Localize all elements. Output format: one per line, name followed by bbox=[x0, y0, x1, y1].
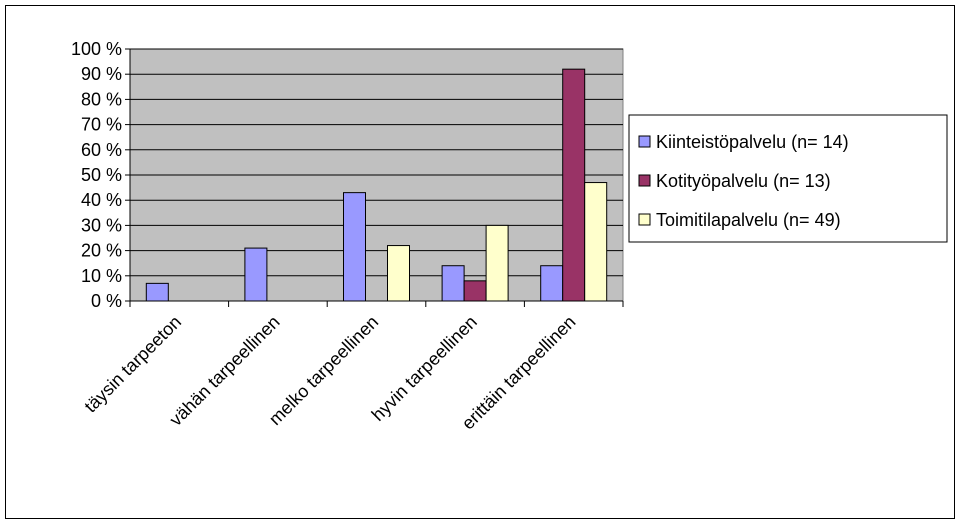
x-tick-label: vähän tarpeellinen bbox=[166, 312, 284, 430]
legend-swatch bbox=[638, 174, 651, 187]
bar bbox=[387, 245, 410, 302]
y-tick-label: 70 % bbox=[81, 115, 122, 135]
y-tick-label: 80 % bbox=[81, 89, 122, 109]
bar bbox=[244, 247, 268, 302]
bar bbox=[485, 224, 509, 302]
legend-label: Toimitilapalvelu (n= 49) bbox=[656, 210, 841, 230]
legend-swatch bbox=[638, 213, 651, 226]
y-tick-label: 100 % bbox=[71, 39, 122, 59]
x-tick-label: melko tarpeellinen bbox=[265, 312, 382, 429]
legend-box bbox=[628, 114, 948, 243]
bar bbox=[145, 282, 169, 302]
bar bbox=[584, 182, 608, 302]
y-tick-label: 50 % bbox=[81, 165, 122, 185]
bar bbox=[343, 192, 366, 302]
x-tick-label: hyvin tarpeellinen bbox=[368, 312, 481, 425]
legend-label: Kiinteistöpalvelu (n= 14) bbox=[656, 132, 849, 152]
y-tick-label: 90 % bbox=[81, 64, 122, 84]
bar bbox=[562, 68, 586, 302]
y-tick-label: 60 % bbox=[81, 140, 122, 160]
legend-swatch bbox=[638, 135, 651, 148]
y-tick-label: 30 % bbox=[81, 215, 122, 235]
x-tick-label: täysin tarpeeton bbox=[80, 312, 185, 417]
bar bbox=[441, 265, 465, 302]
y-tick-label: 0 % bbox=[91, 291, 122, 311]
y-tick-label: 10 % bbox=[81, 266, 122, 286]
y-tick-label: 40 % bbox=[81, 190, 122, 210]
bar bbox=[540, 265, 564, 302]
legend-label: Kotityöpalvelu (n= 13) bbox=[656, 171, 831, 191]
bar bbox=[463, 280, 487, 302]
y-tick-label: 20 % bbox=[81, 241, 122, 261]
